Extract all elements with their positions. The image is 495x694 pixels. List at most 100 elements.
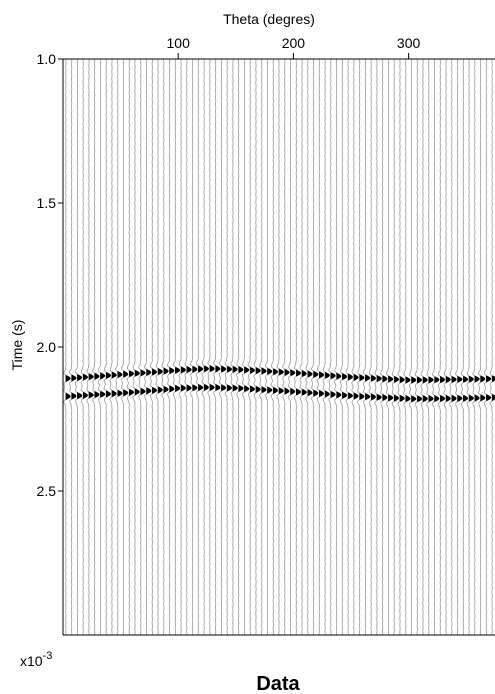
trace-wiggle [339,58,348,636]
trace-wiggle [489,58,495,636]
trace-fill [226,384,232,392]
trace-wiggle [466,58,474,636]
trace-fill [232,384,238,392]
trace-fill [123,389,129,397]
trace-wiggle [478,58,486,636]
trace-fill [157,386,163,394]
trace-fill [290,369,296,376]
trace-fill [65,393,71,400]
trace-fill [411,395,417,403]
trace-fill [111,371,117,379]
trace-fill [100,372,106,380]
wiggle-traces [63,58,495,636]
trace-fill [88,391,94,399]
trace-fill [439,376,446,383]
trace-fill [468,394,474,402]
trace-fill [169,385,175,393]
trace-wiggle [397,59,405,636]
trace-wiggle [190,58,198,636]
trace-wiggle [282,58,290,636]
trace-wiggle [184,58,192,636]
scale-note: x10-3 [20,650,52,669]
trace-fill [278,368,284,376]
trace-fill [94,391,100,398]
trace-wiggle [224,58,233,636]
x-axis-label: Theta (degres) [223,11,315,27]
trace-wiggle [391,58,400,636]
trace-fill [301,389,307,396]
trace-fill [342,392,348,399]
trace-fill [192,384,198,391]
y-tick-label: 1.5 [37,195,57,211]
trace-fill [284,387,290,395]
trace-fill [365,393,371,400]
trace-fill [198,365,204,373]
trace-fill [123,370,129,378]
trace-fill [82,392,88,399]
y-tick-label: 2.0 [37,339,57,355]
trace-fill [463,376,469,383]
trace-wiggle [259,58,267,636]
trace-fill [77,392,83,399]
trace-fill [399,376,405,383]
scale-note-exponent: -3 [43,650,53,662]
trace-fill [238,385,244,392]
y-axis-label: Time (s) [9,320,25,371]
trace-wiggle [241,58,250,636]
trace-fill [313,389,319,397]
trace-fill [347,373,353,381]
trace-fill [359,374,365,381]
trace-fill [434,376,440,383]
trace-fill [445,395,451,402]
trace-wiggle [449,58,457,636]
trace-fill [180,366,186,374]
trace-fill [180,384,186,392]
trace-fill [457,395,463,402]
trace-wiggle [357,58,365,636]
trace-fill [146,369,152,376]
trace-fill [261,367,267,375]
trace-fill [393,394,399,402]
trace-wiggle [380,58,388,636]
trace-fill [468,375,474,383]
trace-fill [422,395,428,402]
trace-fill [267,386,273,394]
x-tick-group: 100 200 300 [167,35,421,59]
trace-fill [71,392,77,400]
y-tick-label: 1.0 [37,51,57,67]
trace-wiggle [305,58,313,636]
trace-fill [301,370,307,377]
trace-wiggle [403,58,411,636]
scale-note-base: x10 [20,653,43,669]
trace-fill [324,390,330,398]
trace-wiggle [155,58,163,636]
trace-fill [128,389,134,396]
trace-fill [146,387,152,395]
trace-fill [175,385,181,392]
trace-wiggle [143,58,152,636]
trace-fill [232,366,238,373]
trace-fill [163,386,169,393]
trace-fill [336,372,342,380]
trace-fill [255,386,261,393]
trace-fill [272,387,278,394]
trace-fill [324,372,330,379]
x-tick-label: 100 [167,35,191,51]
trace-fill [198,384,204,391]
trace-fill [342,373,348,380]
trace-fill [249,367,255,374]
trace-fill [244,366,250,374]
trace-fill [405,395,411,402]
trace-fill [267,368,273,375]
trace-fill [71,374,77,382]
trace-wiggle [483,58,492,636]
trace-fill [117,371,123,378]
trace-fill [416,376,422,384]
trace-fill [77,374,83,381]
trace-fill [388,375,394,383]
trace-fill [215,365,221,373]
trace-fill [209,365,215,372]
trace-fill [463,395,469,402]
trace-fill [382,375,388,383]
x-tick-label: 300 [397,35,421,51]
